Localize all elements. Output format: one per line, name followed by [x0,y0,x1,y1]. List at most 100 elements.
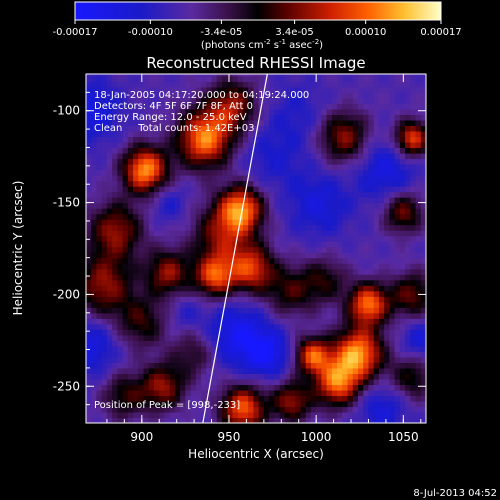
heatmap-cell [242,362,249,369]
heatmap-cell [384,340,390,347]
heatmap-cell [106,268,113,275]
heatmap-cell [237,312,244,319]
heatmap-cell [154,86,160,93]
heatmap-cell [122,180,129,187]
heatmap-cell [399,230,406,237]
heatmap-cell [305,108,312,116]
heatmap-cell [378,329,385,336]
heatmap-cell [405,406,411,413]
heatmap-cell [378,340,385,347]
heatmap-cell [253,202,260,209]
heatmap-cell [159,186,166,193]
heatmap-cell [389,169,396,176]
heatmap-cell [154,268,160,275]
heatmap-cell [211,141,218,149]
heatmap-cell [269,274,275,281]
heatmap-cell [222,180,228,187]
heatmap-cell [91,175,98,182]
heatmap-cell [96,274,103,281]
heatmap-cell [295,224,302,231]
heatmap-cell [316,257,322,264]
heatmap-cell [420,395,426,402]
heatmap-cell [358,75,364,82]
heatmap-cell [394,103,401,110]
heatmap-cell [159,340,166,347]
heatmap-cell [143,197,150,204]
heatmap-cell [195,340,202,347]
heatmap-cell [389,274,396,281]
heatmap-cell [112,296,118,303]
heatmap-cell [420,257,426,264]
heatmap-cell [279,114,286,121]
heatmap-cell [101,395,108,402]
heatmap-cell [394,296,401,303]
heatmap-cell [321,152,328,160]
heatmap-cell [185,219,192,226]
heatmap-cell [337,191,343,198]
heatmap-cell [86,136,92,143]
heatmap-cell [405,202,411,209]
heatmap-cell [112,219,118,226]
heatmap-cell [258,389,265,397]
heatmap-cell [133,367,139,374]
heatmap-cell [342,334,349,341]
heatmap-cell [415,75,422,82]
heatmap-cell [216,268,223,275]
heatmap-cell [284,252,291,259]
heatmap-cell [358,92,364,99]
heatmap-cell [159,197,166,204]
heatmap-cell [159,103,166,110]
heatmap-cell [269,246,275,253]
heatmap-cell [112,362,118,369]
heatmap-cell [368,81,375,88]
heatmap-cell [305,334,312,341]
heatmap-cell [399,356,406,363]
heatmap-cell [96,400,103,408]
heatmap-cell [143,296,150,303]
heatmap-cell [352,296,359,303]
heatmap-cell [399,279,406,286]
heatmap-cell [148,147,155,154]
heatmap-cell [164,230,171,237]
heatmap-cell [133,136,139,143]
heatmap-cell [148,307,155,314]
heatmap-cell [399,290,406,297]
heatmap-cell [216,406,223,413]
heatmap-cell [117,202,124,209]
heatmap-cell [405,384,411,391]
heatmap-cell [405,351,411,358]
heatmap-cell [263,230,270,237]
heatmap-cell [253,340,260,347]
heatmap-cell [127,362,134,369]
heatmap-cell [310,296,317,303]
heatmap-cell [117,400,124,408]
heatmap-cell [331,141,338,149]
heatmap-cell [237,400,244,408]
heatmap-cell [174,186,181,193]
heatmap-cell [305,224,312,231]
heatmap-cell [342,246,349,253]
heatmap-cell [222,274,228,281]
heatmap-cell [164,373,171,380]
heatmap-cell [326,125,333,132]
heatmap-cell [174,351,181,358]
heatmap-cell [101,312,108,319]
heatmap-cell [316,318,322,325]
heatmap-cell [290,329,296,336]
heatmap-cell [410,92,417,99]
heatmap-cell [201,158,207,165]
heatmap-cell [394,119,401,127]
heatmap-cell [269,279,275,286]
heatmap-cell [148,301,155,308]
heatmap-cell [378,186,385,193]
heatmap-cell [284,164,291,171]
heatmap-cell [106,241,113,248]
heatmap-cell [211,389,218,397]
heatmap-cell [201,103,207,110]
heatmap-cell [389,318,396,325]
heatmap-cell [269,285,275,292]
heatmap-cell [258,285,265,292]
heatmap-cell [295,136,302,143]
heatmap-cell [337,141,343,149]
heatmap-cell [384,175,390,182]
